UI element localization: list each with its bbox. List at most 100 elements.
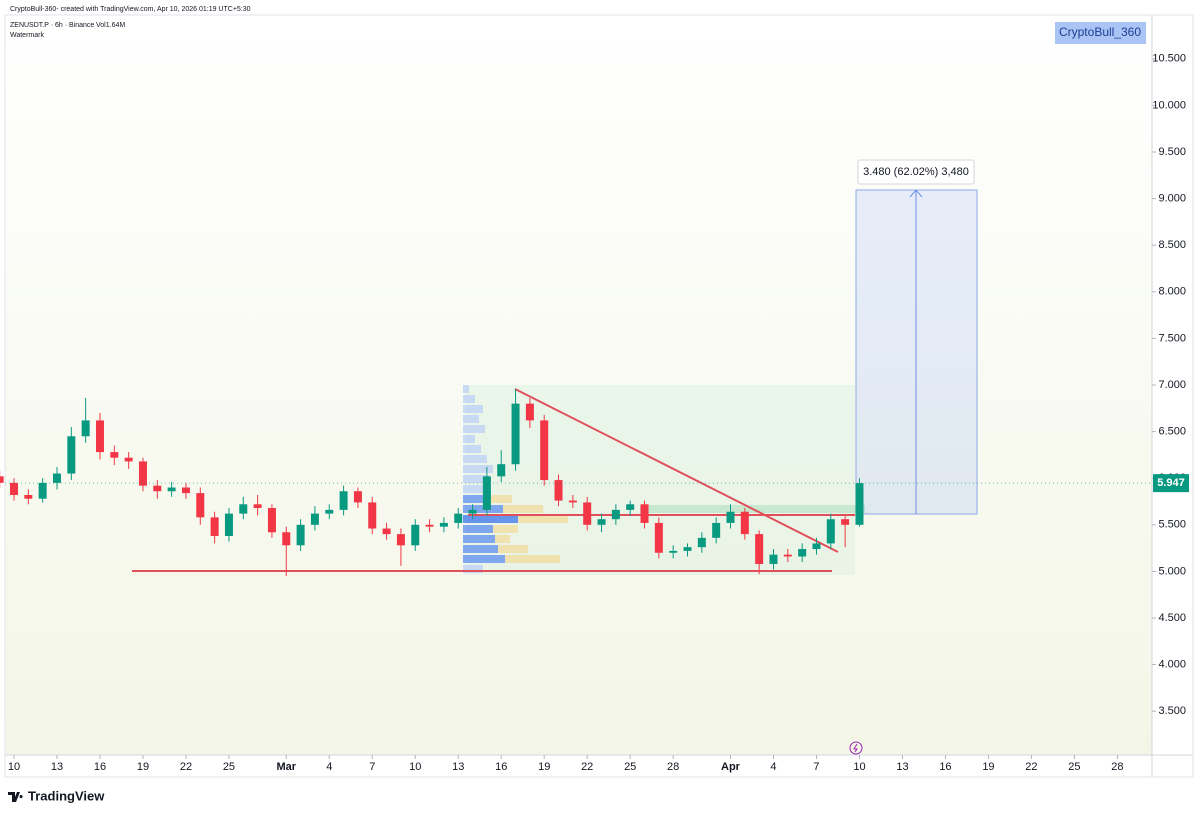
watermark-label: Watermark [10, 32, 44, 39]
candle-body [124, 457, 133, 462]
candle-body [0, 476, 4, 483]
plot-background [5, 15, 1152, 755]
x-tick-label: 7 [813, 761, 819, 773]
y-tick-label: 10.000 [1152, 99, 1186, 111]
symbol-title: ZENUSDT.P · 6h · Binance [10, 22, 94, 29]
candle-body [554, 480, 563, 501]
x-tick-label: 25 [223, 761, 235, 773]
y-tick-label: 5.500 [1158, 519, 1186, 531]
candle-body [740, 511, 749, 535]
y-tick-label: 4.000 [1158, 659, 1186, 671]
candle-body [712, 522, 721, 538]
candle [841, 515, 850, 548]
profile-bar [463, 485, 485, 493]
candle [0, 470, 4, 488]
candle [683, 543, 692, 557]
candle-body [210, 517, 219, 536]
candle-body [697, 537, 706, 548]
candle-body [826, 519, 835, 544]
last-price-label: 5.947 [1157, 477, 1185, 489]
event-icon-bolt [853, 743, 858, 753]
y-tick-label: 9.500 [1158, 146, 1186, 158]
profile-bar [463, 535, 495, 543]
candle-body [52, 473, 61, 483]
candle-body [841, 519, 850, 525]
x-tick-label: 10 [409, 761, 421, 773]
trend-line [514, 388, 839, 553]
x-tick-label: 10 [8, 761, 20, 773]
candle-body [253, 504, 262, 509]
x-tick-label: 13 [896, 761, 908, 773]
candle [583, 496, 592, 531]
candle [769, 549, 778, 570]
x-tick-label: 25 [624, 761, 636, 773]
candle [167, 481, 176, 497]
profile-bar [463, 555, 505, 563]
candle [210, 511, 219, 544]
candle [568, 494, 577, 509]
y-tick-label: 7.000 [1158, 379, 1186, 391]
candle-body [181, 487, 190, 494]
measure-arrowhead [909, 189, 923, 198]
volume-label: Vol1.64M [96, 22, 125, 29]
y-tick-label: 3.500 [1158, 705, 1186, 717]
candle-body [482, 476, 491, 510]
candle-body [353, 491, 362, 503]
x-tick-label: 22 [1025, 761, 1037, 773]
candle [626, 500, 635, 516]
candle [726, 504, 735, 529]
profile-bar [463, 565, 483, 573]
candle-body [67, 436, 76, 474]
y-tick-label: 6.500 [1158, 426, 1186, 438]
candle-body [411, 524, 420, 546]
brand: TradingView [28, 788, 105, 803]
candle [81, 398, 90, 443]
y-tick-label: 10.500 [1152, 53, 1186, 65]
candle-body [583, 502, 592, 525]
candle-body [525, 403, 534, 421]
candle-body [597, 519, 606, 525]
brand-logo: TradingView [8, 788, 105, 803]
candle-body [497, 464, 506, 477]
watermark-box [1055, 22, 1146, 44]
candle [783, 549, 792, 563]
candle-body [224, 513, 233, 536]
candle [339, 485, 348, 516]
candle-body [540, 420, 549, 481]
profile-bar [518, 515, 568, 523]
profile-bar [463, 405, 483, 413]
volume-profile [463, 385, 568, 573]
y-tick-label: 8.000 [1158, 286, 1186, 298]
candle-body [783, 554, 792, 557]
candles [0, 388, 864, 577]
frame [4, 14, 1194, 778]
candle [554, 474, 563, 507]
watermark: CryptoBull_360 [1059, 25, 1141, 39]
attribution: CryptoBull-360- created with TradingView… [10, 6, 251, 13]
x-tick-label: Mar [276, 761, 296, 773]
candle [855, 478, 864, 527]
candle-body [10, 482, 18, 495]
profile-bar [463, 515, 518, 523]
candle [468, 504, 477, 520]
profile-bar [463, 495, 487, 503]
candle-body [368, 502, 377, 529]
candle [224, 508, 233, 542]
x-tick-label: 19 [137, 761, 149, 773]
profile-bar [463, 395, 475, 403]
profile-bar [487, 495, 512, 503]
candle [282, 526, 291, 577]
x-tick-label: 13 [452, 761, 464, 773]
candle [439, 517, 448, 533]
candle [110, 445, 119, 466]
profile-bar [463, 475, 489, 483]
candle [24, 489, 33, 505]
candle-body [439, 522, 448, 527]
candle [253, 494, 262, 516]
candle-body [798, 549, 807, 557]
candle [196, 487, 205, 525]
candle [497, 450, 506, 482]
profile-bar [463, 425, 485, 433]
x-tick-label: 28 [1111, 761, 1123, 773]
